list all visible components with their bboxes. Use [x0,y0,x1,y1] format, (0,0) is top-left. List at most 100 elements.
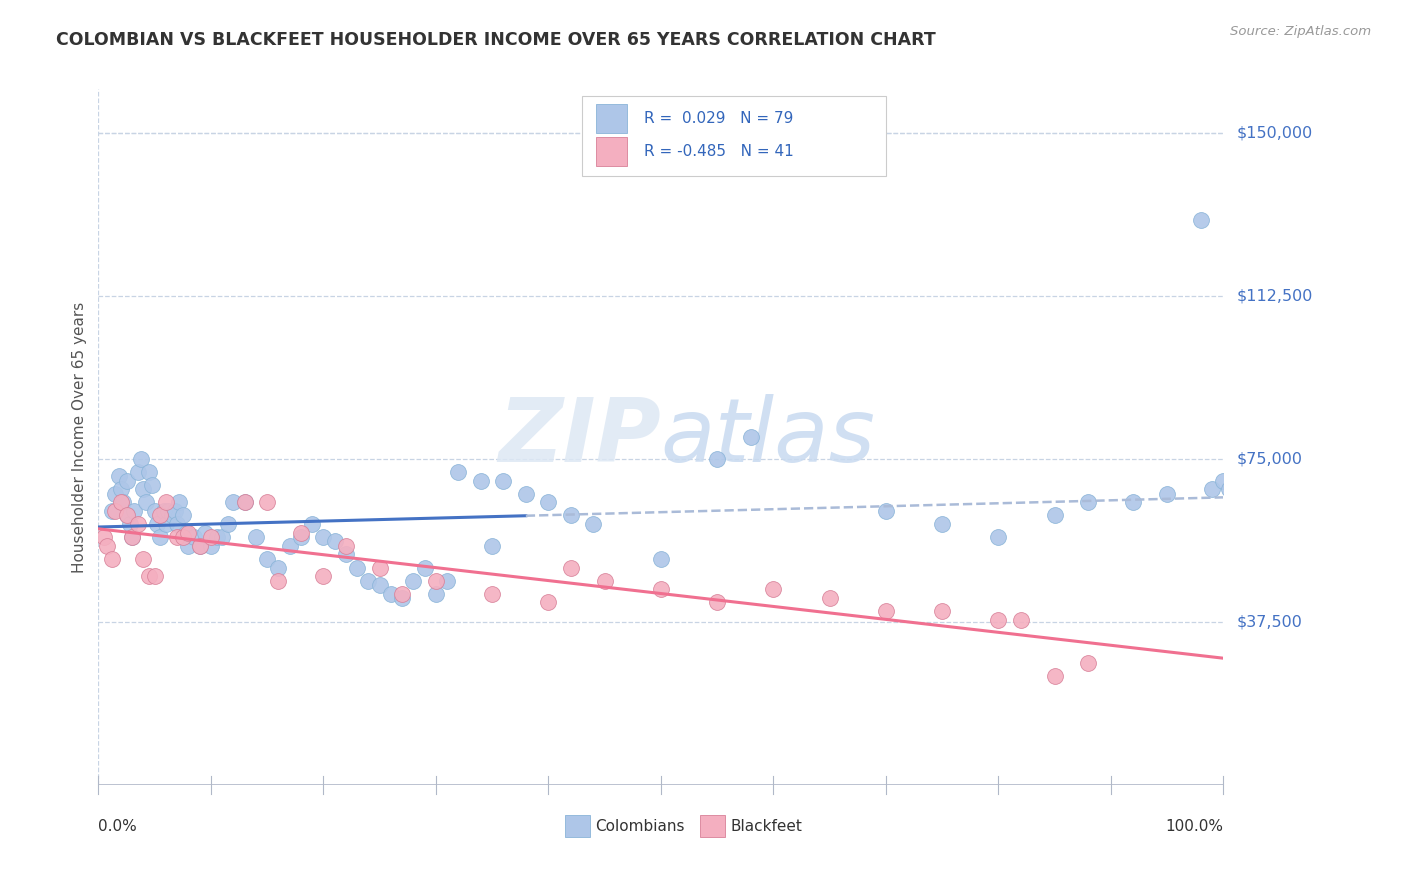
Point [368,560,391,574]
Point [818,591,841,605]
Point [1043,508,1066,523]
Point [194,525,217,540]
Point [174,525,197,540]
FancyBboxPatch shape [582,96,886,177]
Point [101,504,124,518]
Point [987,613,1010,627]
Point [233,495,256,509]
Point [233,495,256,509]
Text: COLOMBIAN VS BLACKFEET HOUSEHOLDER INCOME OVER 65 YEARS CORRELATION CHART: COLOMBIAN VS BLACKFEET HOUSEHOLDER INCOM… [56,31,936,49]
Point [481,539,503,553]
Point [160,508,183,523]
Bar [596,103,627,133]
Point [740,430,762,444]
Point [706,451,728,466]
Point [118,516,141,531]
Point [172,508,194,523]
Point [425,587,447,601]
Point [335,539,357,553]
Point [166,516,188,531]
Point [1077,657,1099,671]
Point [391,587,413,601]
Point [138,465,160,479]
Point [96,539,118,553]
Point [560,508,582,523]
Point [875,504,897,518]
Bar [700,815,725,837]
Point [368,578,391,592]
Text: $150,000: $150,000 [1237,125,1313,140]
Point [143,569,166,583]
Point [177,525,200,540]
Point [1212,474,1234,488]
Bar [596,136,627,166]
Point [931,604,953,618]
Point [987,530,1010,544]
Point [582,516,605,531]
Point [222,495,245,509]
Point [112,495,135,509]
Text: $112,500: $112,500 [1237,288,1313,303]
Point [312,530,335,544]
Point [110,482,132,496]
Text: R =  0.029   N = 79: R = 0.029 N = 79 [644,111,793,126]
Point [481,587,503,601]
Point [1010,613,1032,627]
Point [188,539,211,553]
Text: 100.0%: 100.0% [1166,819,1223,833]
Point [104,486,127,500]
Point [267,574,290,588]
Point [211,530,233,544]
Point [149,508,172,523]
Point [121,530,143,544]
Point [146,516,169,531]
Point [357,574,380,588]
Point [205,530,228,544]
Point [101,551,124,566]
Point [107,469,129,483]
Point [200,530,222,544]
Point [290,530,312,544]
Text: Source: ZipAtlas.com: Source: ZipAtlas.com [1230,25,1371,38]
Point [1077,495,1099,509]
Point [650,582,672,597]
Point [492,474,515,488]
Point [470,474,492,488]
Point [706,595,728,609]
Text: atlas: atlas [661,394,876,480]
Point [121,530,143,544]
Point [245,530,267,544]
Point [129,451,152,466]
Point [127,465,149,479]
Point [217,516,239,531]
Point [115,508,138,523]
Point [127,516,149,531]
Text: $37,500: $37,500 [1237,615,1303,630]
Point [1043,669,1066,683]
Point [141,478,163,492]
Point [93,530,115,544]
Point [183,530,205,544]
Point [163,504,186,518]
Point [200,539,222,553]
Point [290,525,312,540]
Point [537,495,560,509]
Point [157,504,180,518]
Point [931,516,953,531]
Point [278,539,301,553]
Point [413,560,436,574]
Point [155,516,177,531]
Point [135,495,157,509]
Point [138,569,160,583]
Point [447,465,470,479]
Point [402,574,425,588]
Point [1201,482,1223,496]
Point [323,534,346,549]
Point [132,482,155,496]
Text: R = -0.485   N = 41: R = -0.485 N = 41 [644,144,794,159]
Text: $75,000: $75,000 [1237,451,1303,467]
Point [172,530,194,544]
Point [149,530,172,544]
Point [425,574,447,588]
Point [650,551,672,566]
